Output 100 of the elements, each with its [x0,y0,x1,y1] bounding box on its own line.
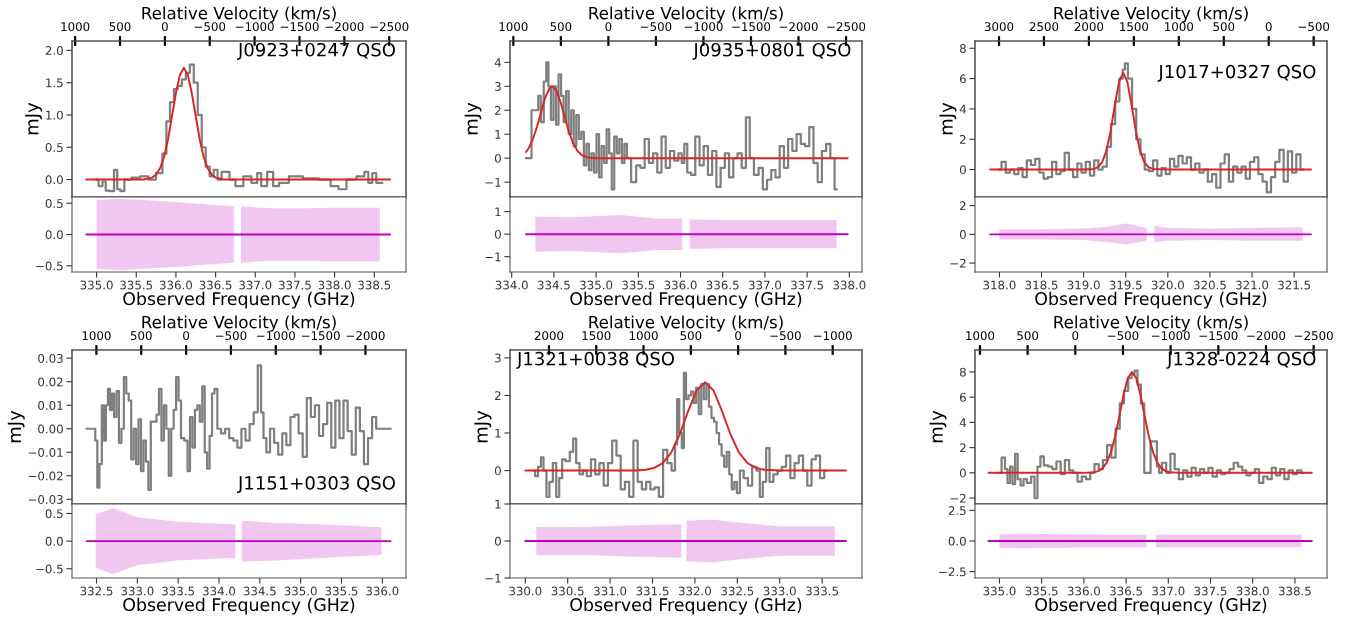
y-tick-label: −0.5 [36,261,63,271]
x2-tick-label: −1000 [813,331,852,341]
annotation: J1017+0327 QSO [1157,64,1316,82]
y-tick-label: 1 [495,207,501,217]
annotation: J1328-0224 QSO [1166,351,1316,369]
x2-tick-label: 1000 [82,331,111,341]
x-tick-label: 337.5 [1194,586,1227,596]
y-tick-label: 0.01 [38,400,63,410]
x-tick-label: 335.5 [1025,586,1058,596]
y-tick-label: 1.0 [46,110,63,120]
y-tick-label: 0.0 [45,175,63,185]
annotation: J0935+0801 QSO [692,42,851,60]
x-tick-label: 338.0 [833,280,866,290]
x2-tick-label: 0 [161,22,168,32]
x-tick-label: 336.5 [199,280,232,290]
x2-axis-title: Relative Velocity (km/s) [589,6,783,23]
y-tick-label: 0.5 [45,198,63,208]
y-tick-label: −0.02 [28,471,63,481]
y-tick-label: 2 [960,443,966,453]
y-tick-label: 0.5 [45,509,63,519]
y-tick-label: −0.01 [28,448,63,457]
x2-tick-label: 2500 [1029,22,1059,32]
x2-tick-label: −1000 [257,331,295,341]
y-tick-label: 2 [495,391,501,400]
y-axis-title: mJy [25,102,43,135]
x-tick-label: 337.5 [791,280,823,290]
y-tick-label: 6 [959,392,966,402]
y-tick-label: −2.5 [939,567,966,577]
x2-tick-label: −2000 [346,331,385,341]
x-tick-label: 333.5 [162,586,195,596]
y-tick-label: −0.5 [36,564,63,574]
x2-tick-label: 500 [1213,22,1235,32]
y-tick-label: −0.03 [28,495,63,504]
x-tick-label: 335.5 [325,586,358,596]
x2-tick-label: 1000 [499,22,528,32]
x2-tick-label: 1500 [582,331,611,341]
y-tick-label: 3 [495,353,501,363]
y-tick-label: 4 [494,58,501,67]
x2-tick-label: 0 [1265,22,1272,32]
x-tick-label: 338.0 [1236,586,1269,596]
x-tick-label: 321.5 [1278,280,1311,290]
annotation: J0923+0247 QSO [237,42,395,60]
y-axis-title: mJy [939,102,957,135]
x2-tick-label: −2000 [779,22,818,32]
x-tick-label: 321.0 [1236,280,1269,290]
x-tick-label: 319.5 [1109,280,1142,290]
x-tick-label: 320.0 [1151,280,1184,290]
x2-tick-label: 0 [1072,331,1079,341]
x2-tick-label: 2000 [1074,22,1104,32]
x2-tick-label: 1000 [61,22,90,32]
x-axis-title: Observed Frequency (GHz) [1035,597,1267,615]
x-tick-label: 333.5 [806,586,838,596]
x-tick-label: 335.0 [284,586,317,596]
line-series [987,370,1313,474]
y-tick-label: 0 [959,468,966,478]
x-tick-label: 336.0 [366,586,399,596]
y-tick-label: 3 [495,82,501,91]
x-tick-label: 331.5 [636,586,669,596]
x2-tick-label: −1000 [235,22,274,32]
y-tick-label: 1 [495,428,501,438]
x2-tick-label: 500 [109,22,131,32]
x2-tick-label: 0 [183,331,190,341]
x2-tick-label: 3000 [984,22,1014,32]
x-tick-label: 334.0 [495,280,528,290]
x2-tick-label: −2000 [325,22,364,32]
x2-tick-label: 500 [550,22,572,32]
x-axis-title: Observed Frequency (GHz) [1035,291,1267,309]
y-tick-label: 0 [959,230,966,240]
y-tick-label: 2 [960,134,966,144]
x-tick-label: 332.0 [678,586,712,596]
x2-tick-label: −500 [194,22,226,32]
y-tick-label: 1 [495,130,501,139]
x-tick-label: 330.0 [509,586,542,596]
x2-tick-label: −2500 [370,22,409,32]
y-tick-label: −1 [485,252,501,262]
x2-tick-label: −1500 [1199,331,1238,341]
y-tick-label: 0 [494,153,501,163]
x2-tick-label: 1500 [1120,22,1149,32]
x2-tick-label: −1500 [732,22,771,32]
y-tick-label: 0.03 [38,353,63,363]
y-tick-label: 0.02 [38,377,63,387]
y-axis-title: mJy [474,410,492,443]
x-axis-title: Observed Frequency (GHz) [123,597,355,615]
x-tick-label: 335.0 [580,280,613,290]
y-tick-label: 1.5 [46,78,63,88]
y-tick-label: 0 [959,165,966,175]
x-tick-label: 332.5 [721,586,754,596]
x-tick-label: 330.5 [551,586,584,596]
x-tick-label: 335.0 [983,586,1016,596]
y-tick-label: 0 [494,466,501,476]
x-tick-label: 335.5 [622,280,655,290]
y-tick-label: 4 [959,104,966,114]
y-tick-label: 8 [959,367,966,377]
x2-tick-label: −500 [1108,331,1139,341]
y-tick-label: 0.0 [45,230,63,240]
y-tick-label: 0.0 [45,536,63,546]
y-tick-label: −2 [950,493,966,503]
line-series [525,85,849,160]
x2-tick-label: −500 [770,331,801,341]
y-tick-label: −1 [485,178,501,187]
